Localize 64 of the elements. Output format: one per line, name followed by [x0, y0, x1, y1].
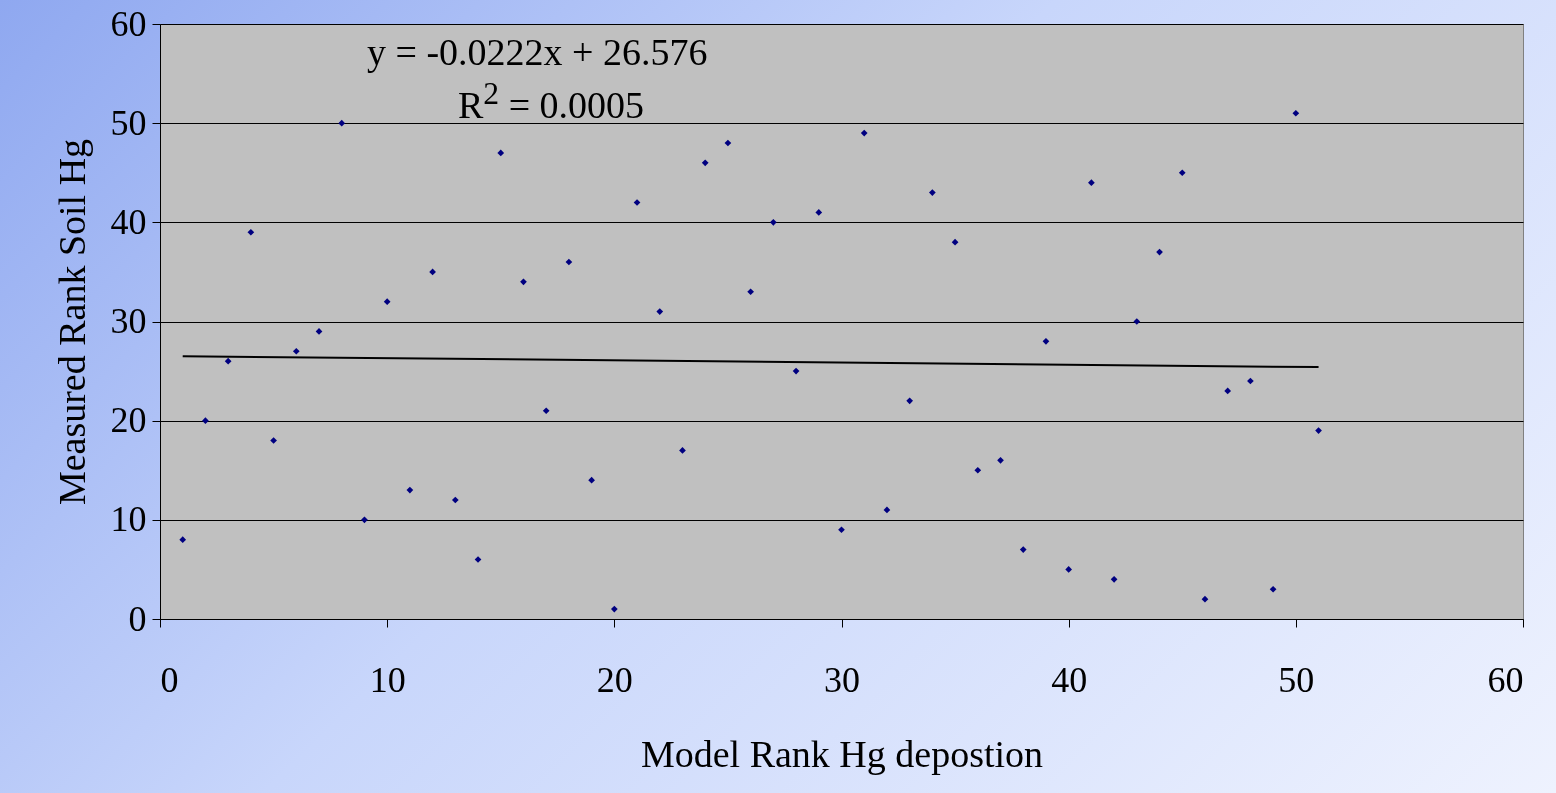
point [406, 486, 414, 494]
point [1110, 575, 1118, 583]
x-tick-label: 60 [1487, 659, 1524, 700]
point [770, 218, 777, 226]
point [361, 516, 368, 524]
point [906, 397, 913, 405]
point [247, 228, 255, 236]
point [1178, 169, 1186, 177]
point [724, 139, 732, 147]
y-tick-label: 20 [110, 400, 147, 441]
point [997, 456, 1004, 464]
point [202, 417, 209, 425]
point [179, 536, 187, 544]
point [542, 407, 550, 415]
point [224, 357, 232, 365]
point [383, 298, 391, 306]
point [1292, 109, 1300, 117]
x-tick-label: 40 [1051, 659, 1088, 700]
point [270, 437, 277, 444]
point [974, 466, 982, 474]
point [292, 347, 300, 355]
y-tick-label: 60 [110, 3, 147, 44]
point [701, 159, 709, 167]
point [1315, 427, 1322, 434]
point [1133, 318, 1141, 325]
point [588, 476, 595, 484]
point [610, 605, 618, 613]
point [565, 258, 573, 266]
point [883, 506, 891, 514]
x-tick-label: 20 [596, 659, 633, 700]
point [929, 189, 936, 196]
point [815, 209, 823, 216]
point [1065, 566, 1073, 573]
x-tick-label: 30 [824, 659, 860, 700]
point [860, 129, 868, 137]
point [656, 308, 664, 315]
y-tick-label: 10 [110, 499, 147, 540]
point [838, 526, 845, 534]
point [679, 447, 686, 454]
x-tick-label: 0 [160, 659, 179, 700]
x-tick-label: 10 [369, 659, 406, 700]
point [497, 149, 505, 157]
point [520, 278, 527, 286]
point [1042, 337, 1050, 345]
y-tick-label: 0 [128, 598, 147, 639]
annotation: y = -0.0222x + 26.576 [367, 30, 708, 74]
point [1201, 595, 1209, 603]
y-axis-title: Measured Rank Soil Hg [50, 138, 93, 506]
point [451, 496, 459, 504]
point [1224, 387, 1232, 395]
y-tick-label: 50 [110, 102, 147, 143]
point [1269, 585, 1277, 593]
point [1088, 179, 1095, 187]
annotation: R$^{2}$ = 0.0005 [458, 76, 645, 127]
y-tick-label: 40 [110, 201, 147, 242]
x-tick-label: 50 [1278, 659, 1315, 700]
point [429, 268, 436, 276]
point [747, 288, 754, 296]
point [951, 238, 959, 246]
point [338, 119, 346, 127]
y-tick-label: 30 [110, 301, 147, 341]
x-axis-title: Model Rank Hg depostion [640, 732, 1044, 775]
point [792, 367, 800, 375]
point [1019, 546, 1027, 553]
